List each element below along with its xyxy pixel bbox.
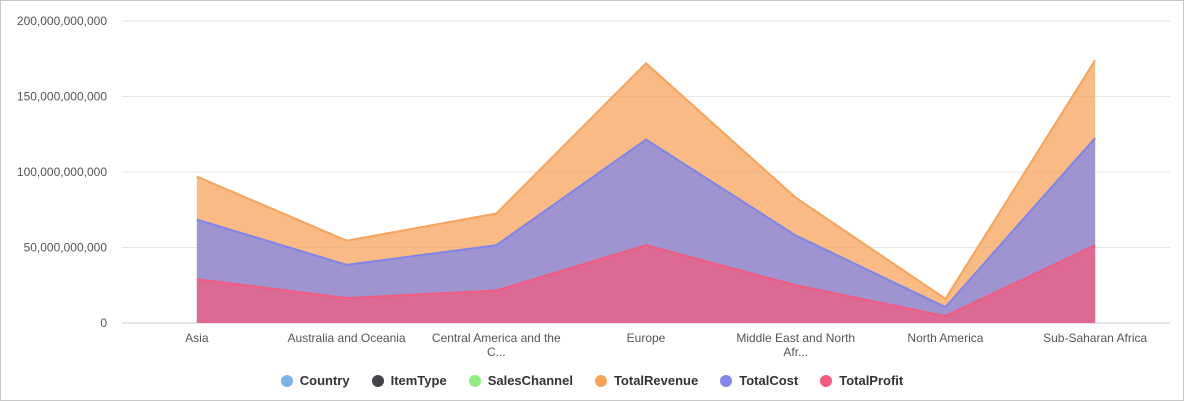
y-tick-label: 150,000,000,000	[17, 90, 107, 104]
x-tick-label: Australia and Oceania	[288, 331, 406, 345]
area-totalprofit	[196, 245, 1096, 323]
x-tick-label: North America	[907, 331, 983, 345]
line-totalrevenue	[196, 59, 1096, 301]
legend-swatch	[371, 374, 384, 387]
area-totalcost	[196, 138, 1096, 323]
legend-item-itemtype[interactable]: ItemType	[371, 373, 447, 388]
legend-swatch	[280, 374, 293, 387]
x-tick-label: Asia	[185, 331, 209, 345]
legend-label: SalesChannel	[487, 373, 573, 388]
y-tick-label: 100,000,000,000	[17, 165, 107, 179]
legend-item-totalcost[interactable]: TotalCost	[720, 373, 798, 388]
line-totalcost	[196, 137, 1096, 309]
legend-label: ItemType	[390, 373, 447, 388]
legend-label: TotalCost	[739, 373, 799, 388]
x-axis-ticks: Asia Australia and Oceania Central America…	[185, 331, 1147, 359]
x-tick-label: Middle East and North Afr...	[736, 331, 855, 359]
legend-swatch	[594, 374, 607, 387]
legend-item-totalprofit[interactable]: TotalProfit	[820, 373, 903, 388]
legend: Country ItemType SalesChannel TotalRevenue T…	[0, 373, 1184, 388]
legend-swatch	[720, 374, 733, 387]
x-tick-label: Sub-Saharan Africa	[1043, 331, 1147, 345]
legend-item-saleschannel[interactable]: SalesChannel	[468, 373, 573, 388]
y-axis-ticks: 0 50,000,000,000 100,000,000,000 150,000,00…	[17, 14, 107, 330]
legend-swatch	[468, 374, 481, 387]
x-tick-label: Europe	[627, 331, 666, 345]
legend-label: TotalRevenue	[613, 373, 699, 388]
y-tick-label: 0	[100, 316, 107, 330]
legend-swatch	[820, 374, 833, 387]
series-areas	[196, 59, 1096, 323]
legend-item-totalrevenue[interactable]: TotalRevenue	[594, 373, 699, 388]
legend-label: TotalProfit	[839, 373, 904, 388]
legend-item-country[interactable]: Country	[280, 373, 350, 388]
line-totalprofit	[196, 244, 1096, 318]
y-tick-label: 50,000,000,000	[24, 241, 108, 255]
x-tick-label: Central America and the C...	[432, 331, 561, 359]
legend-label: Country	[299, 373, 350, 388]
y-tick-label: 200,000,000,000	[17, 14, 107, 28]
